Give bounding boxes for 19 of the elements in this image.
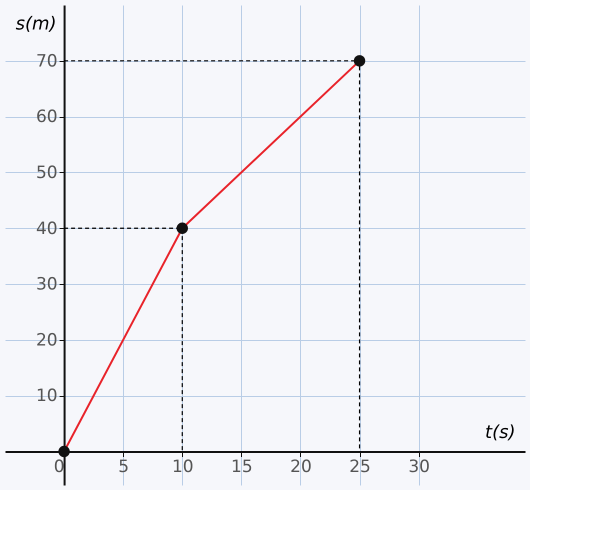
x-tick-label: 15 bbox=[231, 457, 253, 478]
x-tick-label: 25 bbox=[349, 457, 371, 478]
y-tick-label: 30 bbox=[36, 274, 58, 295]
x-axis-title: t(s) bbox=[485, 422, 516, 444]
y-tick-label: 40 bbox=[36, 218, 58, 239]
y-tick-label: 10 bbox=[36, 386, 58, 406]
x-tick-label: 20 bbox=[290, 457, 312, 478]
y-axis-title: s(m) bbox=[16, 14, 57, 34]
x-tick-label: 5 bbox=[118, 457, 130, 478]
x-tick-label: 30 bbox=[408, 457, 430, 478]
point bbox=[354, 55, 366, 67]
y-tick-label: 50 bbox=[36, 162, 58, 183]
point bbox=[176, 222, 188, 234]
point bbox=[58, 446, 70, 458]
x-tick-label: 0 bbox=[54, 457, 65, 478]
y-tick-label: 20 bbox=[36, 330, 58, 350]
y-tick-label: 60 bbox=[36, 107, 58, 128]
y-tick-label: 70 bbox=[36, 51, 58, 72]
x-tick-label: 10 bbox=[172, 457, 194, 478]
